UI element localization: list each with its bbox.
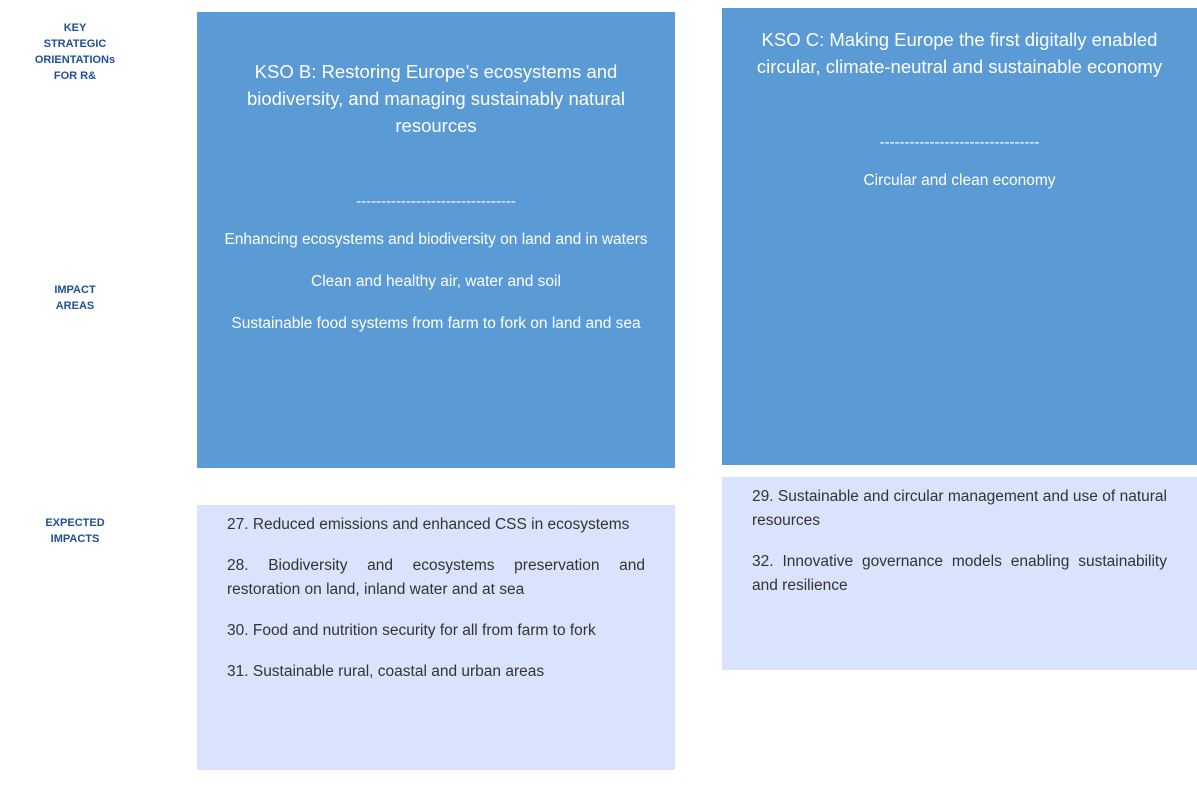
label-line: IMPACT bbox=[54, 284, 96, 296]
expected-impact: 32. Innovative governance models enablin… bbox=[752, 553, 1167, 594]
row-label: EXPECTED IMPACTS bbox=[20, 515, 130, 547]
impacts-box: 29. Sustainable and circular management … bbox=[722, 477, 1197, 670]
kso-title: KSO C: Making Europe the first digitally… bbox=[756, 29, 1163, 77]
expected-impact: 30. Food and nutrition security for all … bbox=[227, 622, 596, 639]
impact-area: Clean and healthy air, water and soil bbox=[311, 273, 561, 290]
label-line: IMPACTS bbox=[50, 533, 100, 545]
row-label: KEY STRATEGIC ORIENTATIONs FOR R& bbox=[20, 20, 130, 84]
impact-areas: Circular and clean economy bbox=[722, 169, 1197, 192]
label-line: ORIENTATIONs bbox=[34, 54, 116, 66]
expected-impact: 27. Reduced emissions and enhanced CSS i… bbox=[227, 516, 630, 533]
kso-box: KSO B: Restoring Europe’s ecosystems and… bbox=[197, 12, 675, 468]
label-line: FOR R& bbox=[53, 70, 97, 82]
expected-impact: 29. Sustainable and circular management … bbox=[752, 488, 1167, 529]
label-line: STRATEGIC bbox=[43, 38, 107, 50]
expected-impact: 31. Sustainable rural, coastal and urban… bbox=[227, 663, 545, 680]
impact-area: Sustainable food systems from farm to fo… bbox=[231, 315, 641, 332]
impacts-box: 27. Reduced emissions and enhanced CSS i… bbox=[197, 505, 675, 770]
impact-area: Enhancing ecosystems and biodiversity on… bbox=[224, 231, 648, 248]
label-line: AREAS bbox=[55, 300, 95, 312]
kso-box: KSO C: Making Europe the first digitally… bbox=[722, 8, 1197, 465]
label-line: EXPECTED bbox=[45, 517, 105, 529]
separator: -------------------------------- bbox=[356, 193, 516, 210]
impact-area: Circular and clean economy bbox=[863, 172, 1056, 189]
impact-areas: Enhancing ecosystems and biodiversity on… bbox=[197, 228, 675, 335]
separator: -------------------------------- bbox=[879, 134, 1040, 151]
expected-impact: 28. Biodiversity and ecosystems preserva… bbox=[227, 557, 645, 598]
row-label: IMPACT AREAS bbox=[20, 282, 130, 314]
label-line: KEY bbox=[63, 22, 87, 34]
kso-title: KSO B: Restoring Europe’s ecosystems and… bbox=[246, 61, 626, 136]
